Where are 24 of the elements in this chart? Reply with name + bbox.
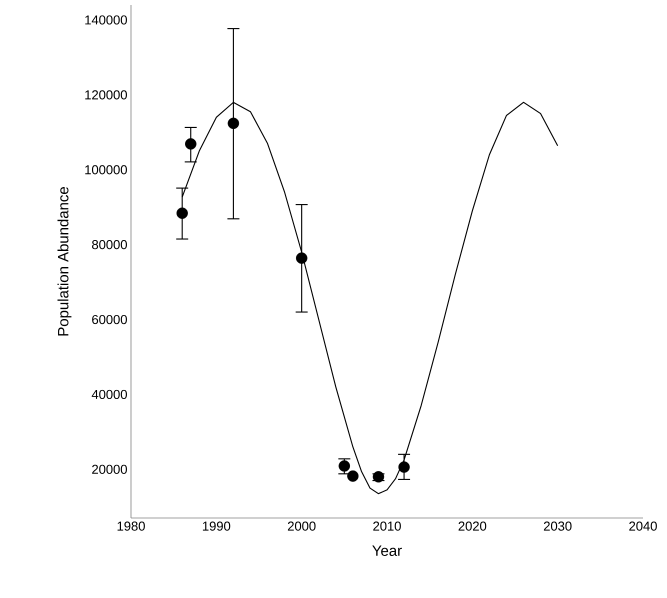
x-axis-title: Year — [372, 546, 402, 556]
y-tick-label: 100000 — [85, 165, 127, 174]
y-tick-label: 80000 — [92, 240, 127, 250]
x-tick-label: 2010 — [373, 522, 401, 531]
point — [228, 118, 240, 130]
point — [296, 252, 308, 264]
x-tick-label: 2000 — [288, 522, 316, 531]
x-tick-label: 1990 — [202, 522, 230, 531]
y-tick-label: 140000 — [85, 15, 127, 25]
point — [176, 207, 188, 219]
x-tick-label: 1980 — [118, 522, 145, 531]
y-tick-label: 20000 — [92, 464, 127, 474]
x-tick-label: 2020 — [458, 522, 486, 531]
x-tick-label: 2040 — [629, 522, 657, 531]
y-tick-label: 40000 — [92, 390, 127, 400]
point — [347, 470, 359, 482]
x-tick-label: 2030 — [544, 522, 572, 531]
point — [185, 138, 196, 150]
point — [372, 471, 384, 483]
point — [338, 460, 350, 472]
y-tick-label: 120000 — [85, 90, 127, 100]
y-axis-title: Population Abundance — [57, 187, 72, 336]
y-tick-label: 60000 — [92, 314, 127, 324]
point — [398, 461, 410, 473]
